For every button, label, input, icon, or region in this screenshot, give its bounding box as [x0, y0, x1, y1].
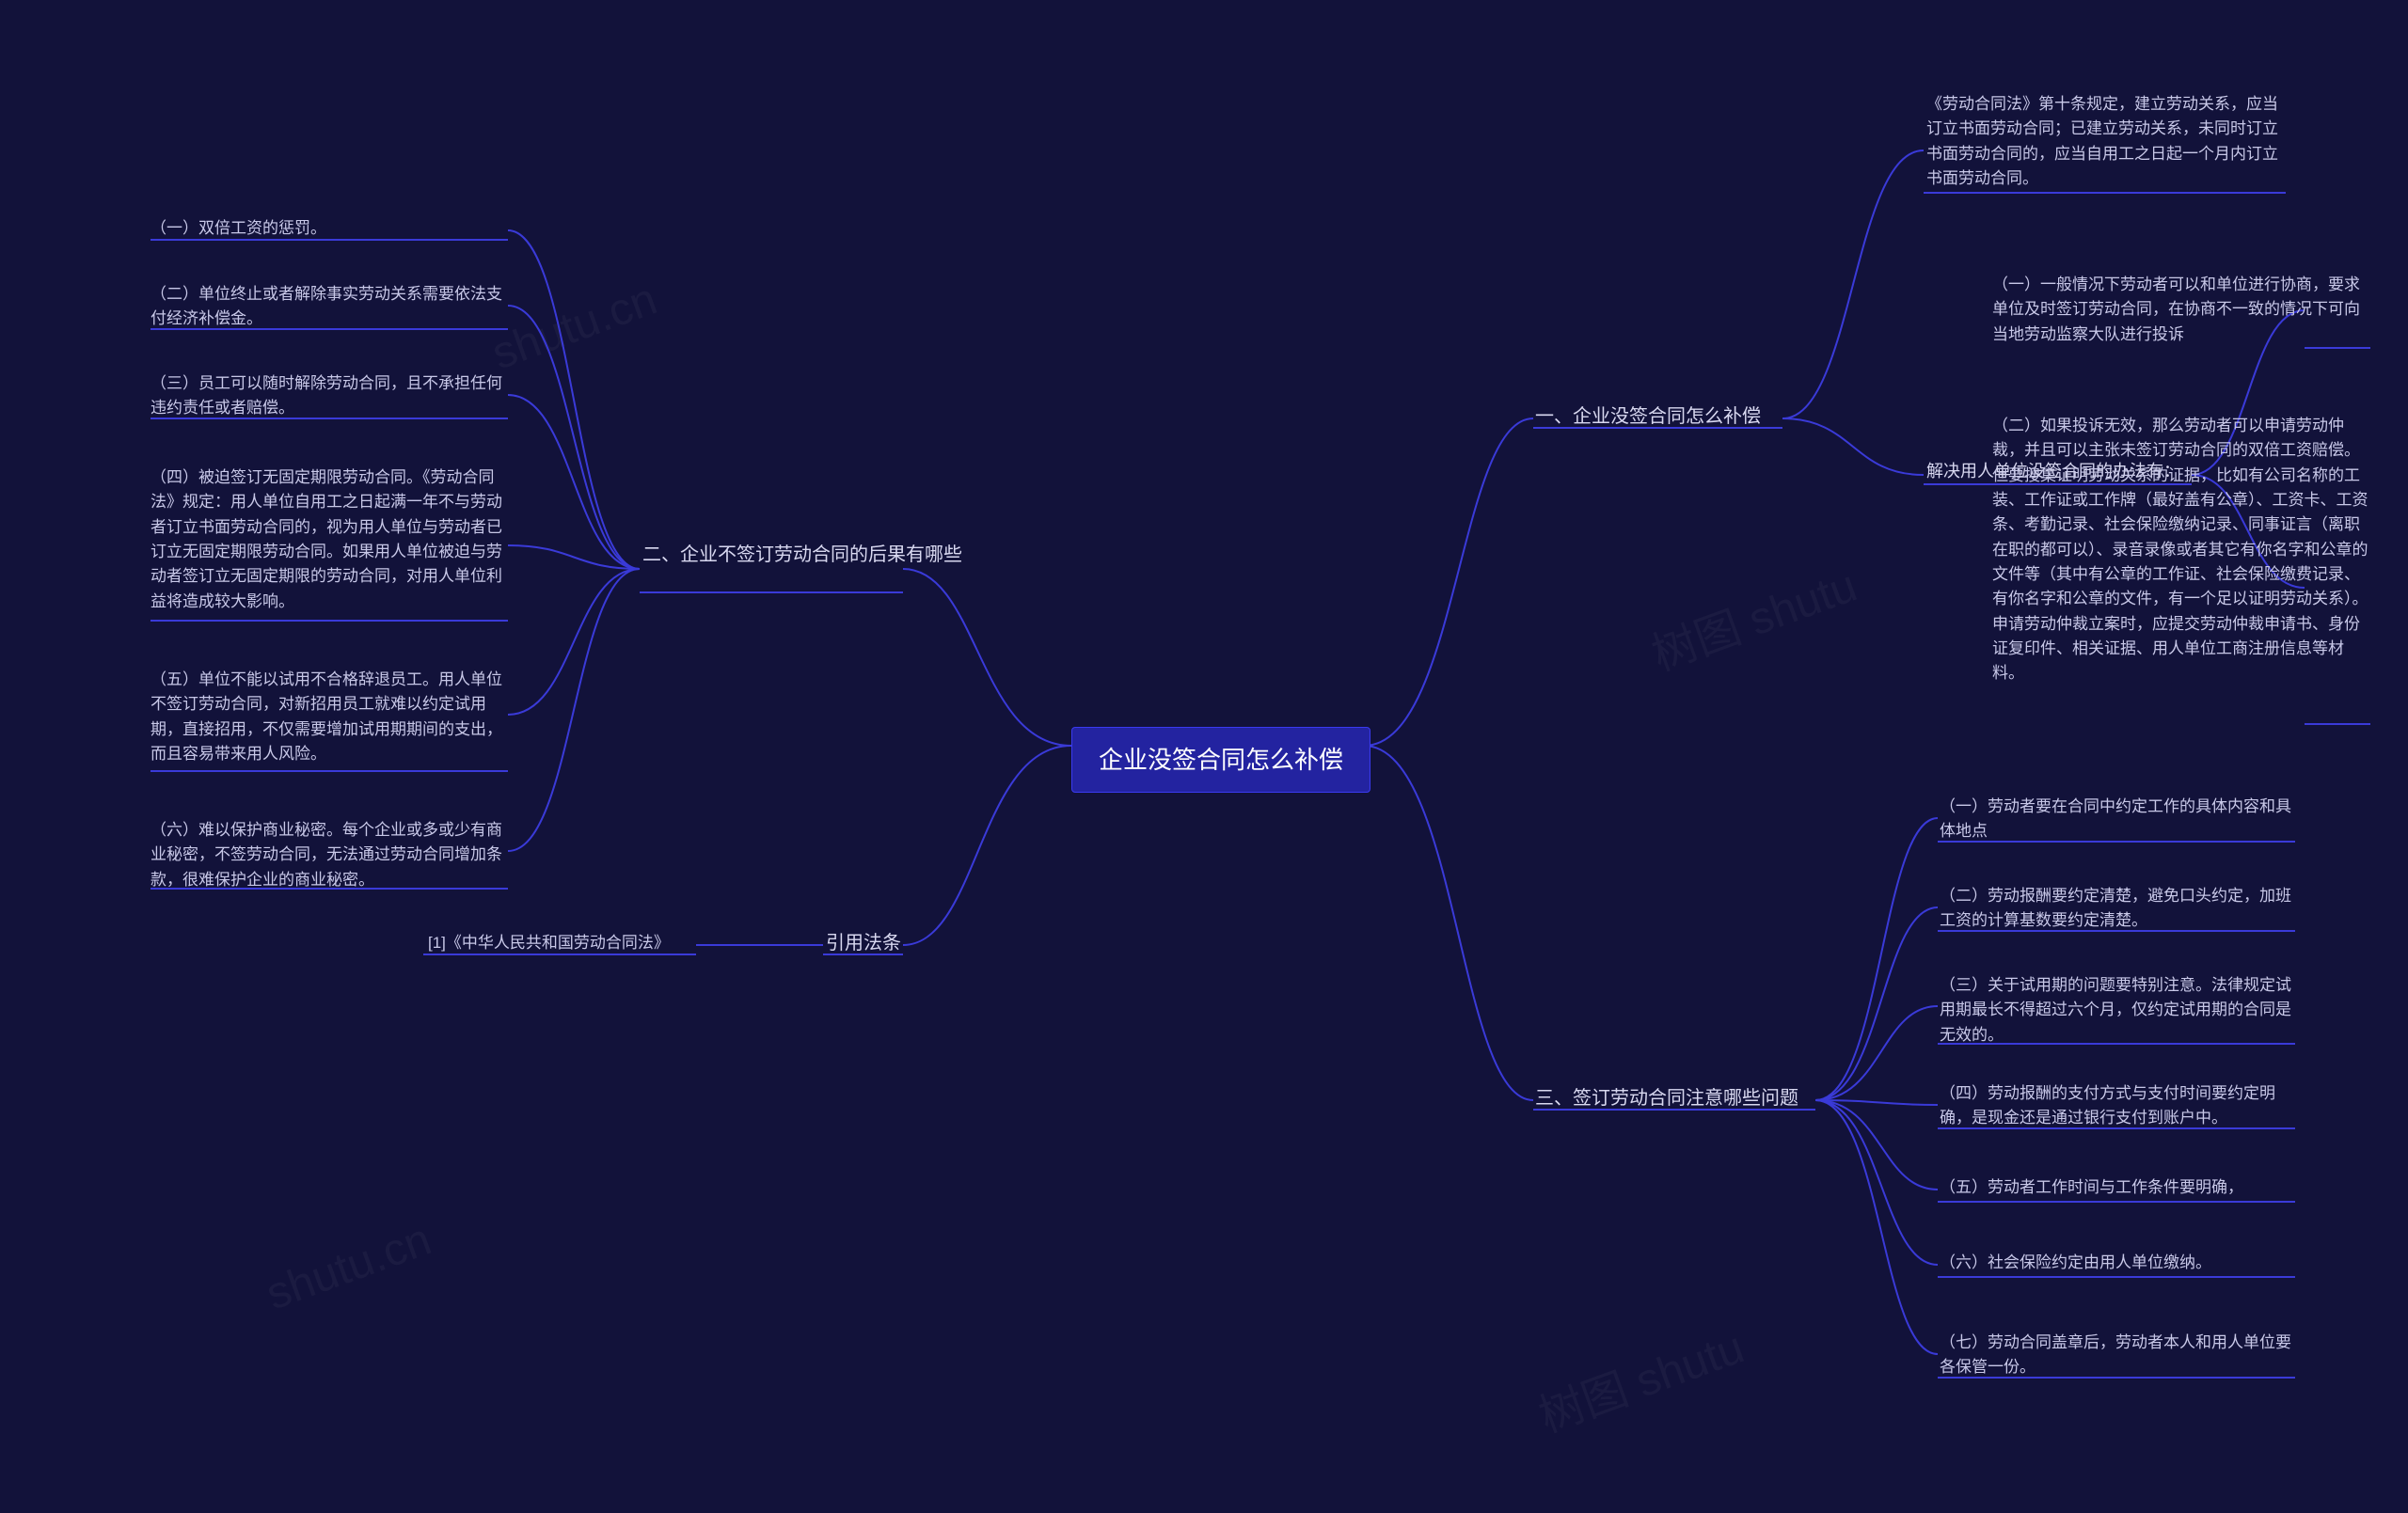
leaf-l2-5: （六）难以保护商业秘密。每个企业或多或少有商业秘密，不签劳动合同，无法通过劳动合…: [150, 818, 508, 892]
leaf-r3-4: （五）劳动者工作时间与工作条件要明确，: [1940, 1175, 2297, 1200]
leaf-r3-6: （七）劳动合同盖章后，劳动者本人和用人单位要各保管一份。: [1940, 1331, 2297, 1380]
leaf-l2-4: （五）单位不能以试用不合格辞退员工。用人单位不签订劳动合同，对新招用员工就难以约…: [150, 668, 508, 766]
watermark: 树图 shutu: [1529, 1310, 1751, 1444]
branch-l2: 二、企业不签订劳动合同的后果有哪些: [642, 541, 906, 574]
leaf-l2-3: （四）被迫签订无固定期限劳动合同。《劳动合同法》规定：用人单位自用工之日起满一年…: [150, 465, 508, 614]
leaf-l-ref-0: [1]《中华人民共和国劳动合同法》: [428, 931, 701, 955]
watermark: 树图 shutu: [1641, 548, 1864, 683]
watermark: shutu.cn: [485, 274, 663, 381]
branch-l-ref: 引用法条: [826, 929, 901, 962]
branch-r1: 一、企业没签合同怎么补偿: [1535, 402, 1761, 435]
leaf-r1-1-1: （二）如果投诉无效，那么劳动者可以申请劳动仲裁，并且可以主张未签订劳动合同的双倍…: [1992, 414, 2368, 686]
leaf-r1-1-0: （一）一般情况下劳动者可以和单位进行协商，要求单位及时签订劳动合同，在协商不一致…: [1992, 273, 2368, 347]
watermark: shutu.cn: [260, 1214, 437, 1321]
center-node: 企业没签合同怎么补偿: [1071, 727, 1370, 793]
leaf-l2-1: （二）单位终止或者解除事实劳动关系需要依法支付经济补偿金。: [150, 282, 508, 332]
leaf-l2-0: （一）双倍工资的惩罚。: [150, 216, 508, 241]
leaf-l2-2: （三）员工可以随时解除劳动合同，且不承担任何违约责任或者赔偿。: [150, 371, 508, 421]
leaf-r1-0: 《劳动合同法》第十条规定，建立劳动关系，应当订立书面劳动合同；已建立劳动关系，未…: [1926, 92, 2284, 191]
leaf-r3-1: （二）劳动报酬要约定清楚，避免口头约定，加班工资的计算基数要约定清楚。: [1940, 884, 2297, 934]
branch-r3: 三、签订劳动合同注意哪些问题: [1535, 1084, 1798, 1117]
leaf-r3-0: （一）劳动者要在合同中约定工作的具体内容和具体地点: [1940, 795, 2297, 844]
leaf-r3-2: （三）关于试用期的问题要特别注意。法律规定试用期最长不得超过六个月，仅约定试用期…: [1940, 973, 2297, 1048]
leaf-r3-3: （四）劳动报酬的支付方式与支付时间要约定明确，是现金还是通过银行支付到账户中。: [1940, 1081, 2297, 1131]
leaf-r3-5: （六）社会保险约定由用人单位缴纳。: [1940, 1251, 2297, 1275]
